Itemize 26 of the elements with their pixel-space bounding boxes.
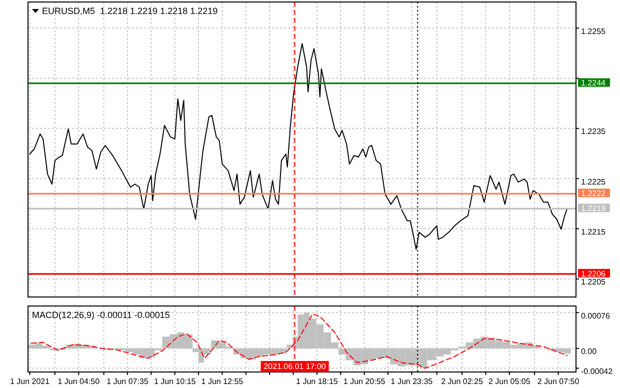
ref-line-label: 2021.06.01 17:00 [264,362,326,371]
x-tick-label: 1 Jun 12:55 [201,377,244,386]
y-tick-label: 0.00076 [581,311,610,320]
ref-line-label: 1.2222 [581,189,606,198]
y-tick-label: -0.00042 [581,367,614,376]
chart-title: EURUSD,M5 1.2218 1.2219 1.2218 1.2219 [42,6,218,16]
x-tick-label: 1 Jun 20:55 [343,377,386,386]
x-tick-label: 1 Jun 07:35 [106,377,149,386]
x-tick-label: 2 Jun 05:05 [488,377,531,386]
y-tick-label: 1.2225 [581,177,606,186]
y-tick-label: 0.00 [581,347,598,356]
x-tick-label: 2 Jun 07:50 [537,377,580,386]
ref-line-label: 1.2206 [581,269,606,278]
ref-line-label: 1.2244 [581,78,606,88]
y-tick-label: 1.2235 [581,127,606,136]
text: MACD(12,26,9) -0.00011 -0.00015 [32,310,170,320]
y-tick-label: 1.2205 [581,278,606,287]
x-tick-label: 1 Jun 10:15 [154,377,196,386]
x-tick-label: 1 Jun 23:35 [390,377,434,386]
y-tick-label: 1.2215 [581,228,606,237]
x-tick-label: 1 Jun 04:50 [58,377,100,386]
x-tick-label: 1 Jun 2021 [10,377,50,386]
ref-line-label: 1.2219 [581,204,606,214]
x-tick-label: 1 Jun 18:15 [296,377,338,386]
y-tick-label: 1.2255 [581,26,606,36]
x-tick-label: 2 Jun 02:25 [441,377,484,386]
